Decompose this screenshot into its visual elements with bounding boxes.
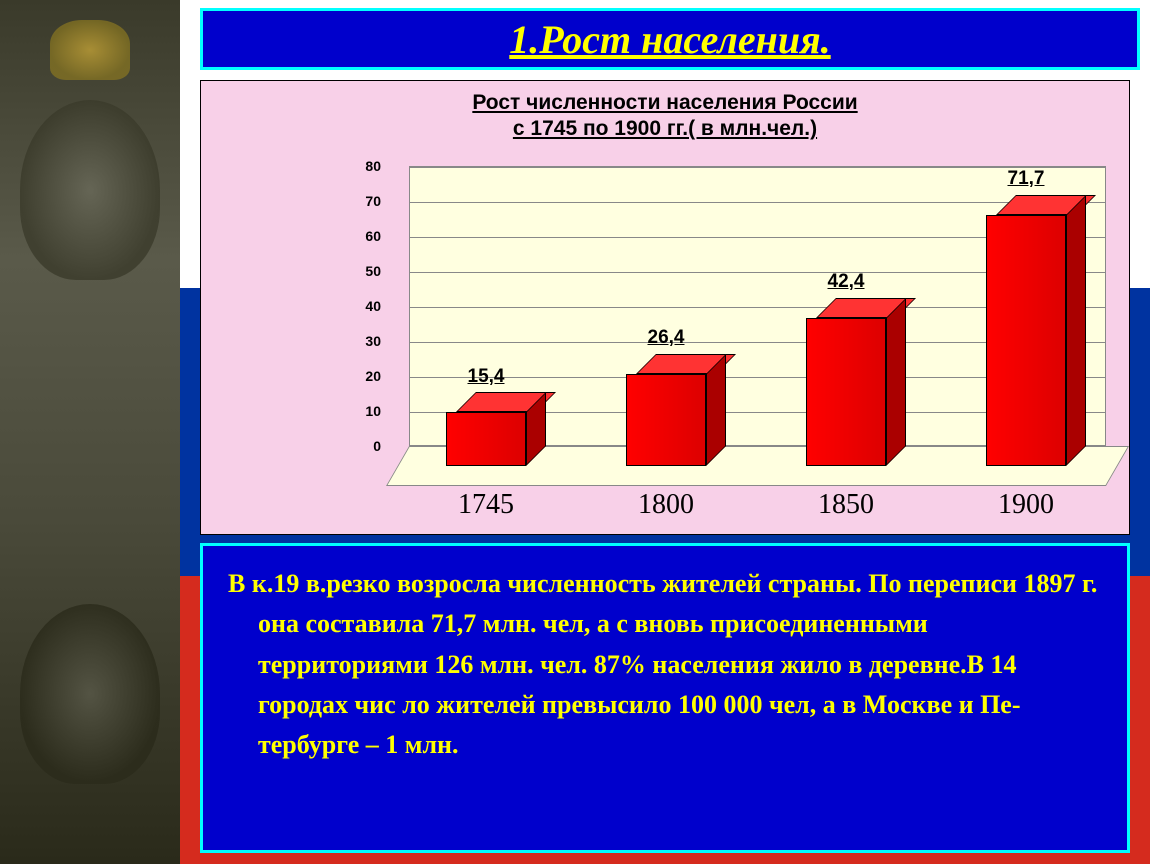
eagle-emblem-bottom xyxy=(20,604,160,784)
left-decoration-panel xyxy=(0,0,180,864)
title-banner: 1.Рост населения. xyxy=(200,8,1140,70)
chart-title-line2: с 1745 по 1900 гг.( в млн.чел.) xyxy=(201,117,1129,151)
x-axis-labels: 1745 1800 1850 1900 xyxy=(386,489,1106,529)
y-tick-4: 40 xyxy=(346,298,381,314)
y-tick-7: 70 xyxy=(346,193,381,209)
bars-container: 15,4 26,4 42,4 71,7 xyxy=(386,166,1106,486)
text-content: В к.19 в.резко возросла численность жите… xyxy=(228,564,1102,765)
bar-front xyxy=(626,374,706,466)
y-tick-0: 0 xyxy=(346,438,381,454)
y-tick-8: 80 xyxy=(346,158,381,174)
page-title: 1.Рост населения. xyxy=(509,16,830,63)
bar-front xyxy=(986,215,1066,466)
bar-side xyxy=(706,354,726,466)
chart-container: Рост численности населения России с 1745… xyxy=(200,80,1130,535)
crown-decoration xyxy=(50,20,130,80)
y-tick-3: 30 xyxy=(346,333,381,349)
bar-value-1: 26,4 xyxy=(616,327,716,349)
y-tick-5: 50 xyxy=(346,263,381,279)
bar-value-3: 71,7 xyxy=(976,168,1076,190)
y-axis: 0 10 20 30 40 50 60 70 80 xyxy=(346,166,386,486)
y-tick-6: 60 xyxy=(346,228,381,244)
bar-value-0: 15,4 xyxy=(436,366,536,388)
bar-front xyxy=(806,318,886,466)
y-tick-2: 20 xyxy=(346,368,381,384)
y-tick-1: 10 xyxy=(346,403,381,419)
x-label-2: 1850 xyxy=(786,489,906,521)
chart-title-line1: Рост численности населения России xyxy=(201,81,1129,117)
x-label-1: 1800 xyxy=(606,489,726,521)
bar-side xyxy=(1066,195,1086,466)
bar-side xyxy=(886,298,906,466)
bar-value-2: 42,4 xyxy=(796,271,896,293)
eagle-emblem-top xyxy=(20,100,160,280)
text-panel: В к.19 в.резко возросла численность жите… xyxy=(200,543,1130,853)
bar-front xyxy=(446,412,526,466)
x-label-3: 1900 xyxy=(966,489,1086,521)
x-label-0: 1745 xyxy=(426,489,546,521)
